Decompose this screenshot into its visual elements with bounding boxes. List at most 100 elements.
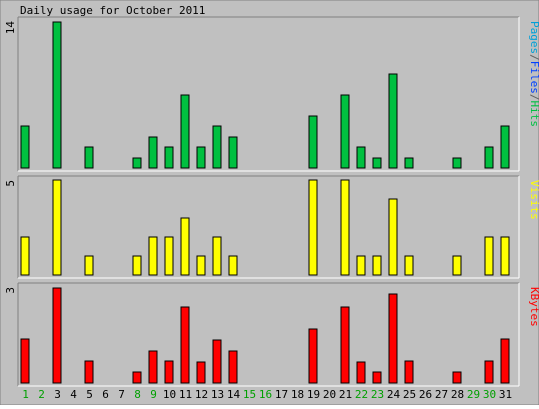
bar-visits-day-19 [308,179,318,276]
side-label-visits: Visits [528,180,539,220]
bar-visits-day-9 [148,236,158,276]
bar-kbytes-day-22 [356,361,366,384]
bar-kbytes-day-23 [372,371,382,384]
bar-hits-day-31 [500,125,510,169]
x-tick-label-day-18: 18 [291,388,304,401]
x-tick-label-day-23: 23 [371,388,384,401]
side-label-part: / [528,54,539,61]
bar-kbytes-day-13 [212,339,222,384]
bar-visits-day-12 [196,255,206,276]
bar-kbytes-day-28 [452,371,462,384]
bar-hits-day-11 [180,94,190,169]
x-tick-label-day-20: 20 [323,388,336,401]
bar-hits-day-13 [212,125,222,169]
bar-kbytes-day-11 [180,306,190,384]
side-label-part: Hits [528,101,539,128]
bar-kbytes-day-12 [196,361,206,384]
bar-kbytes-day-5 [84,360,94,384]
chart-title: Daily usage for October 2011 [20,4,205,17]
bar-hits-day-19 [308,115,318,169]
x-tick-label-day-28: 28 [451,388,464,401]
side-label-part: Visits [528,180,539,220]
x-tick-label-day-6: 6 [102,388,109,401]
bar-kbytes-day-14 [228,350,238,384]
y-max-label-hits: 14 [4,21,17,35]
x-tick-label-day-12: 12 [195,388,208,401]
x-tick-label-day-5: 5 [86,388,93,401]
bar-visits-day-28 [452,255,462,276]
side-label-part: KBytes [528,287,539,327]
x-tick-label-day-2: 2 [38,388,45,401]
bar-hits-day-28 [452,157,462,169]
bar-kbytes-day-21 [340,306,350,384]
side-label-kbytes: KBytes [528,287,539,327]
bar-kbytes-day-1 [20,338,30,384]
bar-hits-day-12 [196,146,206,169]
bar-kbytes-day-19 [308,328,318,384]
bar-hits-day-22 [356,146,366,169]
bar-kbytes-day-31 [500,338,510,384]
bar-visits-day-21 [340,179,350,276]
bar-visits-day-11 [180,217,190,276]
bar-kbytes-day-10 [164,360,174,384]
bar-hits-day-8 [132,157,142,169]
panel-kbytes: 3 KBytes [4,282,539,387]
bar-visits-day-8 [132,255,142,276]
bar-hits-day-14 [228,136,238,169]
bar-visits-day-22 [356,255,366,276]
bar-hits-day-1 [20,125,30,169]
x-tick-label-day-27: 27 [435,388,448,401]
bar-visits-day-23 [372,255,382,276]
bar-visits-day-3 [52,179,62,276]
x-tick-label-day-7: 7 [118,388,125,401]
x-tick-label-day-10: 10 [163,388,176,401]
side-label-part: Files [528,61,539,94]
x-tick-label-day-16: 16 [259,388,272,401]
x-tick-label-day-26: 26 [419,388,432,401]
bar-visits-day-25 [404,255,414,276]
x-tick-label-day-17: 17 [275,388,288,401]
bar-visits-day-10 [164,236,174,276]
bar-visits-day-13 [212,236,222,276]
y-max-label-visits: 5 [4,180,17,187]
side-label-part: / [528,94,539,101]
x-tick-label-day-13: 13 [211,388,224,401]
x-tick-label-day-14: 14 [227,388,241,401]
x-tick-label-day-31: 31 [499,388,512,401]
bar-visits-day-24 [388,198,398,276]
bar-hits-day-9 [148,136,158,169]
panel-visits: 5 Visits [4,175,539,279]
bar-kbytes-day-24 [388,293,398,384]
bar-hits-day-21 [340,94,350,169]
bar-visits-day-31 [500,236,510,276]
x-tick-label-day-29: 29 [467,388,480,401]
x-tick-label-day-21: 21 [339,388,352,401]
panel-frame-visits [18,176,519,278]
x-tick-label-day-1: 1 [22,388,29,401]
bar-hits-day-23 [372,157,382,169]
bar-hits-day-3 [52,21,62,169]
y-max-label-kbytes: 3 [4,287,17,294]
x-tick-label-day-8: 8 [134,388,141,401]
bar-kbytes-day-8 [132,371,142,384]
x-tick-label-day-25: 25 [403,388,416,401]
bar-visits-day-14 [228,255,238,276]
bar-kbytes-day-3 [52,287,62,384]
x-tick-label-day-19: 19 [307,388,320,401]
x-tick-label-day-11: 11 [179,388,192,401]
panel-frame-hits [18,17,519,171]
bar-kbytes-day-9 [148,350,158,384]
panel-frame-kbytes [18,283,519,386]
x-axis-labels: 1 2 3 4 5 6 7 8 9 10 11 12 13 14 15 16 17 18 19 20 21 22 23 24 2… [22,388,512,401]
bar-hits-day-10 [164,146,174,169]
bar-visits-day-5 [84,255,94,276]
bar-visits-day-1 [20,236,30,276]
bar-visits-day-30 [484,236,494,276]
bar-hits-day-24 [388,73,398,169]
bar-hits-day-30 [484,146,494,169]
bar-hits-day-5 [84,146,94,169]
